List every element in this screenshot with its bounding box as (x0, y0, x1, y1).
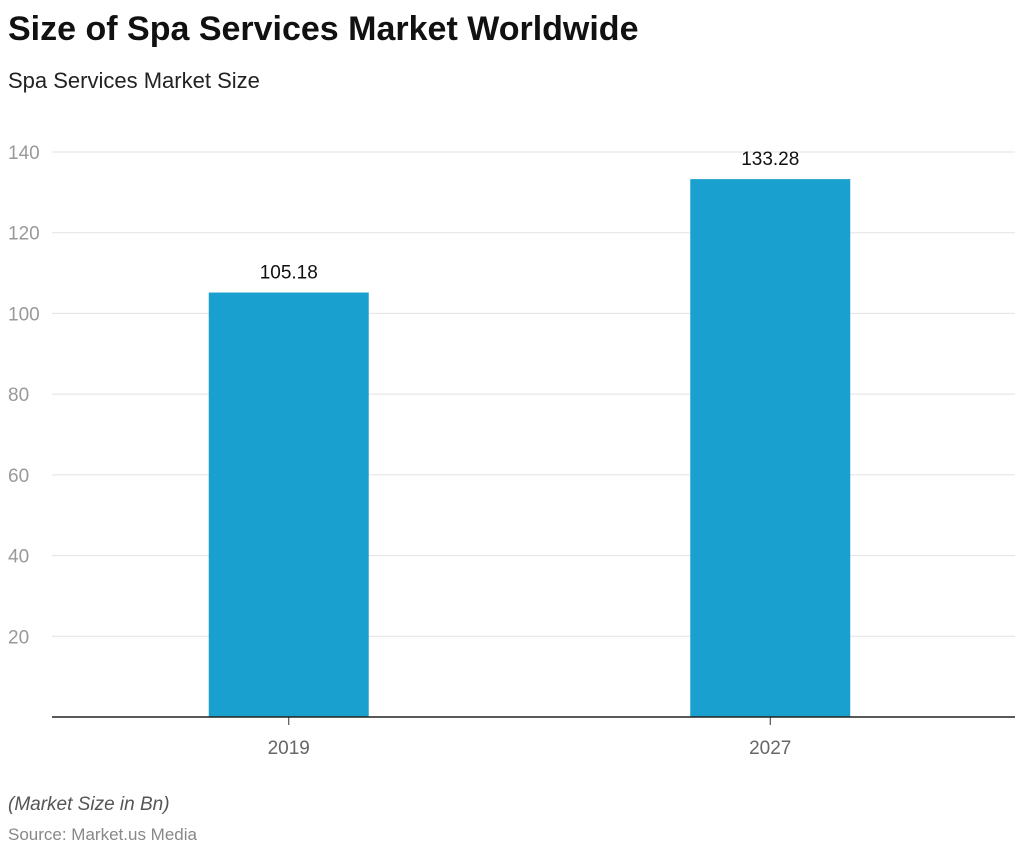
y-tick-label: 80 (8, 385, 29, 406)
unit-note: (Market Size in Bn) (8, 794, 170, 815)
x-tick-label: 2019 (268, 738, 310, 759)
bar-2027 (690, 179, 851, 717)
y-tick-label: 140 (8, 143, 40, 164)
y-tick-label: 120 (8, 224, 40, 245)
bar-2019 (208, 292, 369, 717)
source-text: Source: Market.us Media (8, 825, 197, 844)
y-tick-label: 100 (8, 304, 40, 325)
y-tick-label: 40 (8, 547, 29, 568)
data-label: 105.18 (260, 263, 318, 284)
chart-title: Size of Spa Services Market Worldwide (8, 10, 639, 48)
y-tick-label: 60 (8, 466, 29, 487)
x-tick-label: 2027 (749, 738, 791, 759)
chart-subtitle: Spa Services Market Size (8, 68, 260, 93)
data-label: 133.28 (741, 149, 799, 170)
y-tick-label: 20 (8, 627, 29, 648)
